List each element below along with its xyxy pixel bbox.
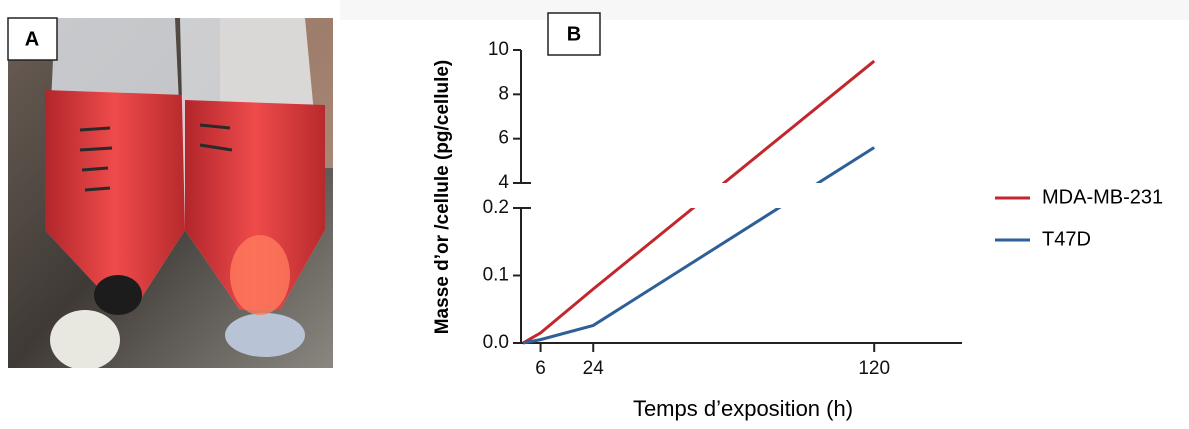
y-tick-label: 4 (498, 172, 509, 193)
data-line (522, 59, 876, 345)
legend-label: MDA-MB-231 (1042, 186, 1163, 208)
x-tick-label: 24 (583, 358, 605, 379)
y-tick-label: 0.0 (483, 332, 509, 353)
panel-label: B (567, 23, 581, 45)
x-axis-title: Temps d’exposition (h) (633, 396, 853, 421)
y-tick-label: 0.1 (483, 265, 509, 286)
y-axis-title: Masse d’or /cellule (pg/cellule) (432, 60, 453, 335)
panel-label-box (547, 12, 601, 56)
photo (8, 18, 333, 368)
panel-label: A (25, 28, 39, 50)
y-tick-label: 10 (488, 39, 509, 60)
y-tick-label: 8 (498, 83, 509, 104)
axis-break (513, 182, 531, 209)
top-band (340, 0, 1189, 20)
y-tick-label: 0.2 (483, 197, 509, 218)
x-tick-label: 120 (858, 358, 890, 379)
legend-label: T47D (1042, 228, 1091, 250)
panel-label-box (7, 17, 58, 61)
data-line (522, 146, 876, 345)
y-tick-label: 6 (498, 128, 509, 149)
x-tick-label: 6 (535, 358, 546, 379)
